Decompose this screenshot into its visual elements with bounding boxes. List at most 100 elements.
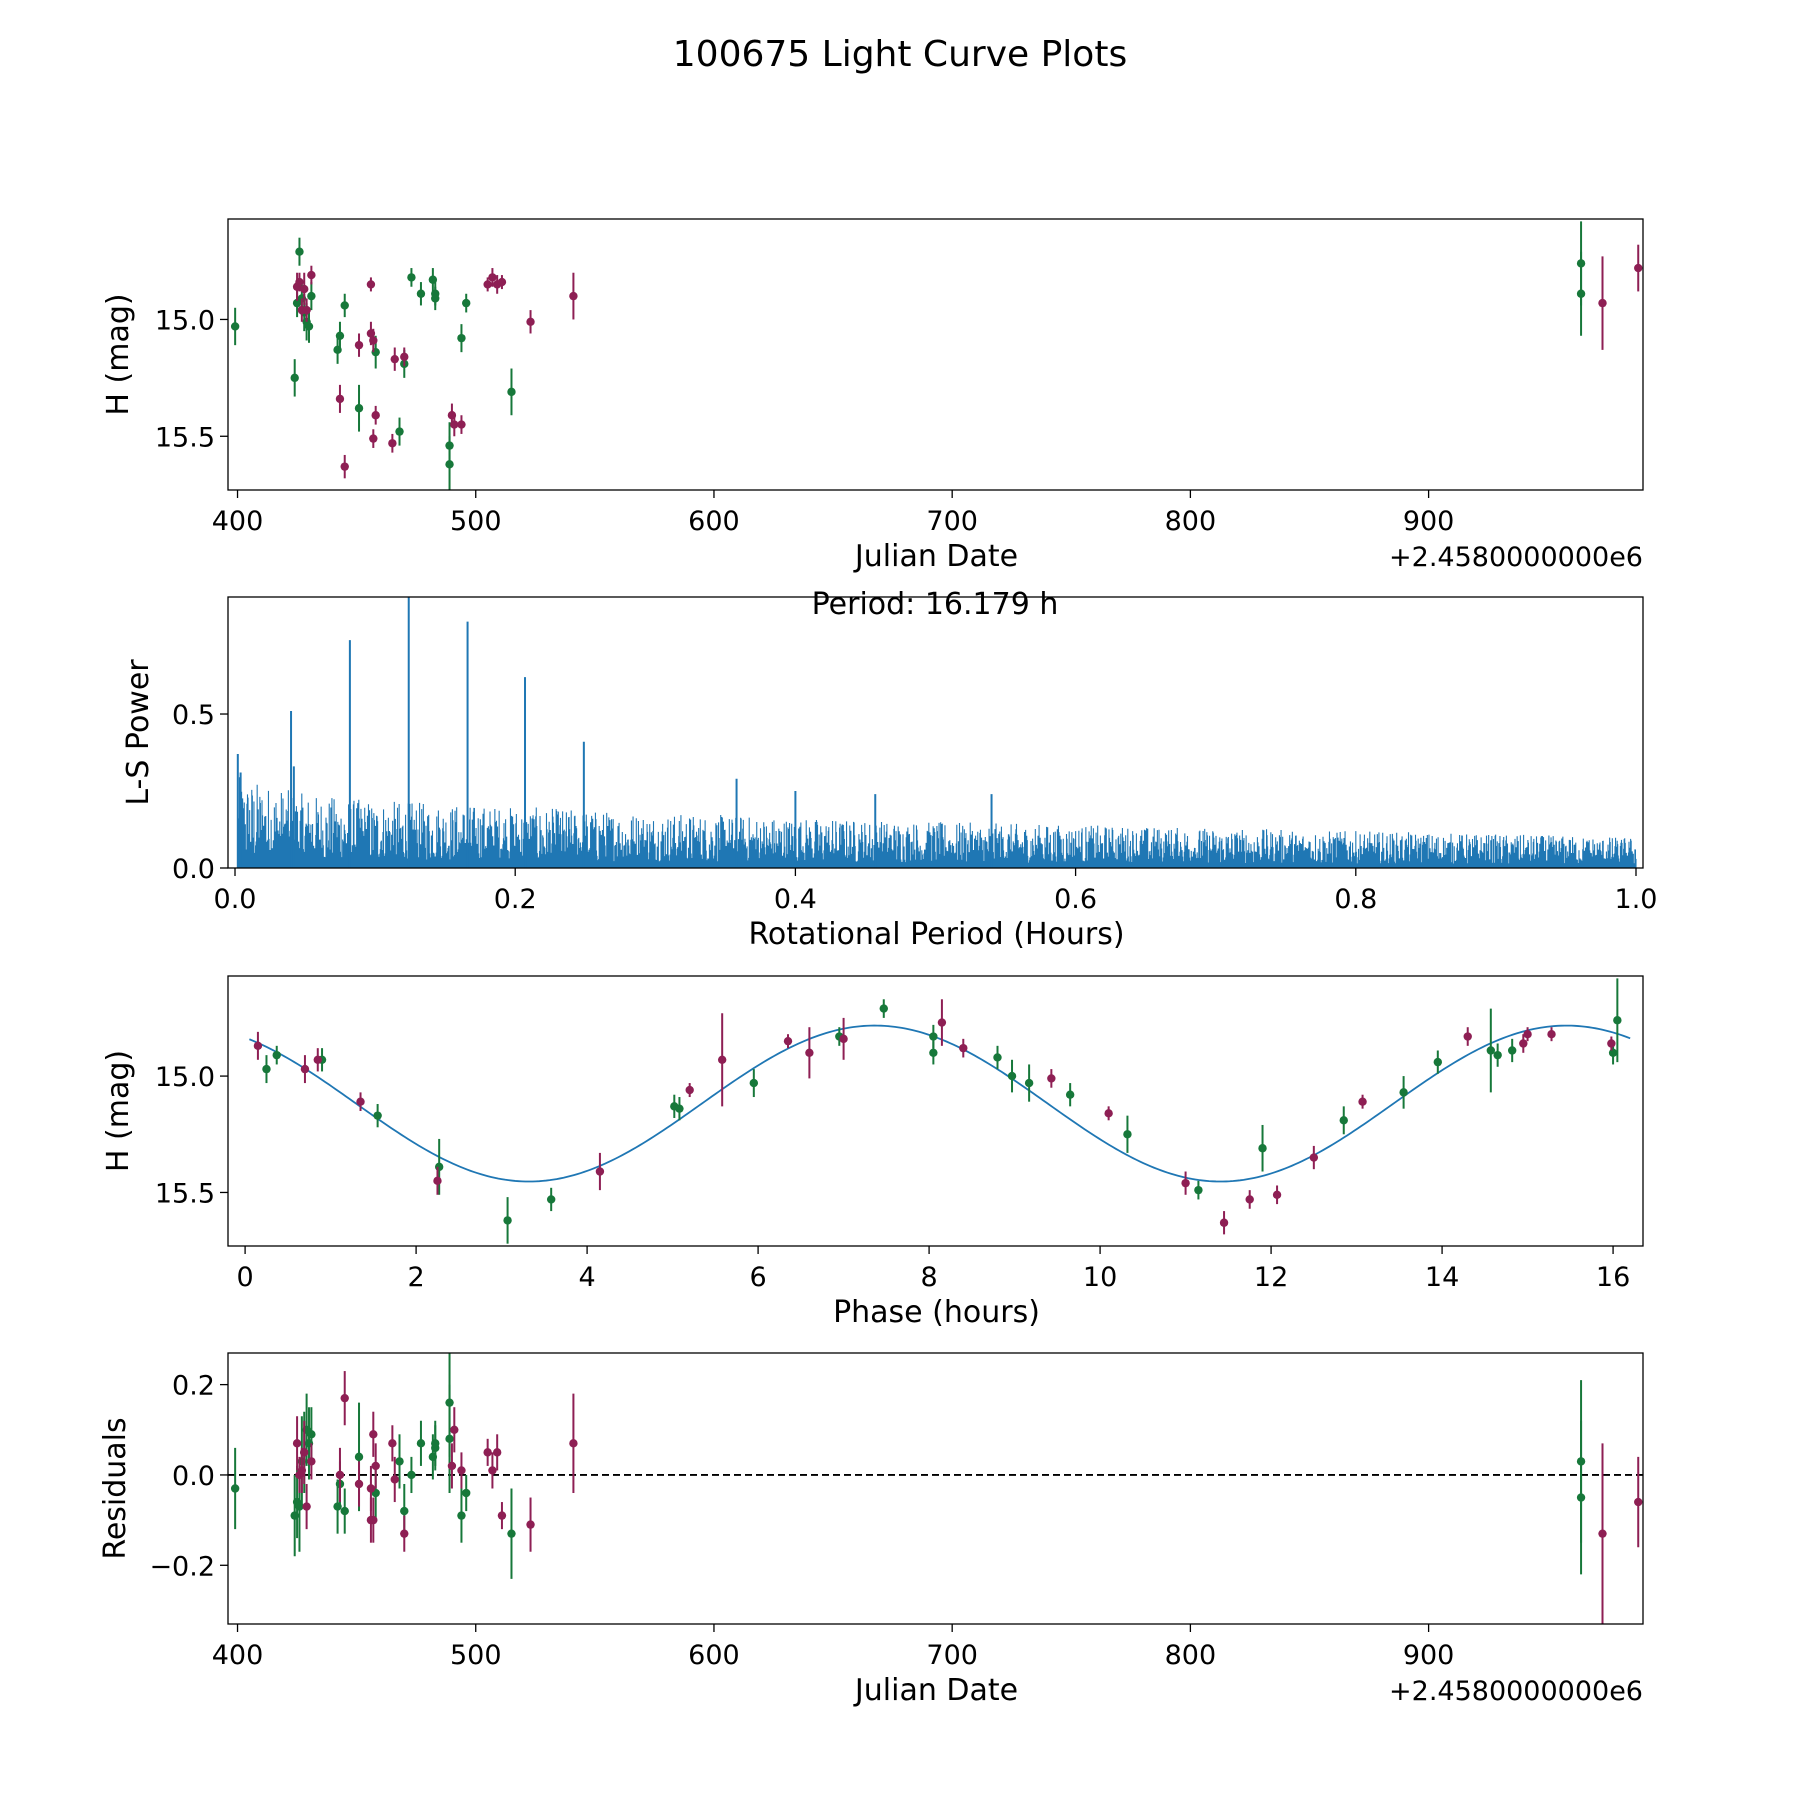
data-point — [395, 1457, 404, 1466]
data-point — [1007, 1071, 1017, 1081]
axes-frame — [227, 596, 1644, 869]
data-point — [1181, 1178, 1190, 1188]
data-point — [400, 1506, 409, 1516]
data-point — [1493, 1050, 1502, 1060]
data-point — [431, 294, 440, 303]
data-point — [1104, 1109, 1113, 1118]
data-point — [1613, 1016, 1622, 1025]
data-point — [400, 1529, 409, 1538]
data-point — [407, 1470, 416, 1480]
data-point — [340, 1506, 349, 1516]
x-tick-label: 14 — [1425, 1262, 1459, 1293]
plot-area — [230, 221, 1643, 490]
data-point — [272, 1050, 281, 1060]
data-point — [839, 1034, 848, 1044]
y-tick-label: 0.2 — [172, 1371, 215, 1402]
data-point — [959, 1043, 968, 1053]
data-point — [335, 331, 345, 341]
plot-area — [228, 1353, 1643, 1624]
data-point — [1608, 1048, 1618, 1058]
data-point — [447, 1461, 457, 1471]
y-tick-label: 0.5 — [172, 700, 215, 731]
data-point — [371, 1461, 380, 1471]
x-tick-label: 0.0 — [214, 884, 257, 915]
y-tick-label: 0.0 — [172, 1461, 215, 1492]
data-point — [400, 352, 409, 362]
data-point — [1598, 1529, 1607, 1538]
x-tick-label: 500 — [450, 1640, 502, 1671]
x-tick-label: 1.0 — [1615, 884, 1658, 915]
plot-area — [249, 978, 1631, 1244]
data-point — [483, 280, 492, 289]
x-tick-label: 16 — [1596, 1262, 1630, 1293]
data-point — [457, 420, 466, 429]
data-point — [483, 1448, 492, 1457]
data-point — [1523, 1029, 1532, 1039]
data-point — [1339, 1116, 1348, 1125]
data-point — [595, 1167, 605, 1176]
x-tick-label: 400 — [212, 506, 264, 537]
data-point — [290, 373, 299, 383]
data-point — [929, 1032, 938, 1041]
data-point — [1486, 1046, 1496, 1055]
y-axis-label: Residuals — [98, 1417, 133, 1559]
data-point — [1598, 298, 1607, 308]
data-point — [340, 1393, 349, 1403]
data-point — [1519, 1039, 1528, 1048]
data-point — [507, 1529, 516, 1538]
y-axis-label: H (mag) — [101, 1050, 136, 1172]
x-tick-label: 10 — [1083, 1262, 1117, 1293]
data-point — [1634, 1497, 1643, 1507]
data-point — [253, 1041, 263, 1051]
data-point — [295, 247, 304, 256]
data-point — [230, 1484, 240, 1493]
data-point — [302, 1502, 311, 1511]
x-tick-label: 400 — [212, 1640, 264, 1671]
fit-curve — [249, 1024, 1631, 1183]
data-point — [307, 1430, 316, 1439]
data-point — [428, 275, 438, 284]
data-point — [1576, 1493, 1586, 1502]
data-point — [488, 1466, 497, 1475]
data-point — [1576, 259, 1586, 268]
x-tick-label: 4 — [578, 1262, 595, 1293]
axes-frame — [227, 218, 1644, 491]
data-point — [526, 1520, 535, 1529]
x-tick-label: 700 — [926, 506, 978, 537]
data-point — [340, 462, 349, 471]
data-point — [497, 277, 507, 287]
data-point — [433, 1176, 442, 1186]
x-tick-label: 0.2 — [494, 884, 537, 915]
x-offset-label: +2.4580000000e6 — [1389, 542, 1643, 573]
data-point — [1309, 1153, 1319, 1162]
data-point — [340, 301, 349, 310]
y-tick-label: 15.0 — [155, 1062, 215, 1093]
x-tick-label: 6 — [749, 1262, 766, 1293]
data-point — [390, 354, 399, 364]
data-point — [1047, 1074, 1056, 1083]
x-tick-label: 0.8 — [1334, 884, 1377, 915]
data-point — [507, 387, 516, 397]
panel-residuals: 400 500 600 700 800 900 −0.2 0.0 0.2 Julian Date R… — [98, 1352, 1644, 1708]
data-point — [1245, 1195, 1254, 1204]
data-point — [356, 1097, 365, 1106]
data-point — [388, 1439, 397, 1448]
data-point — [675, 1104, 684, 1113]
y-tick-label: 15.5 — [155, 422, 215, 453]
data-point — [407, 273, 416, 282]
data-point — [295, 277, 304, 287]
data-point — [937, 1018, 947, 1027]
data-point — [354, 1452, 364, 1462]
x-tick-label: 900 — [1403, 1640, 1455, 1671]
y-tick-label: 15.0 — [155, 305, 215, 336]
x-tick-label: 700 — [926, 1640, 978, 1671]
data-point — [1024, 1078, 1034, 1088]
data-point — [526, 317, 535, 326]
periodogram-noise-line — [237, 777, 1637, 868]
data-point — [366, 1484, 376, 1493]
data-point — [457, 1511, 466, 1520]
data-point — [395, 427, 404, 436]
data-point — [993, 1053, 1002, 1062]
y-tick-label: 0.0 — [172, 854, 215, 885]
